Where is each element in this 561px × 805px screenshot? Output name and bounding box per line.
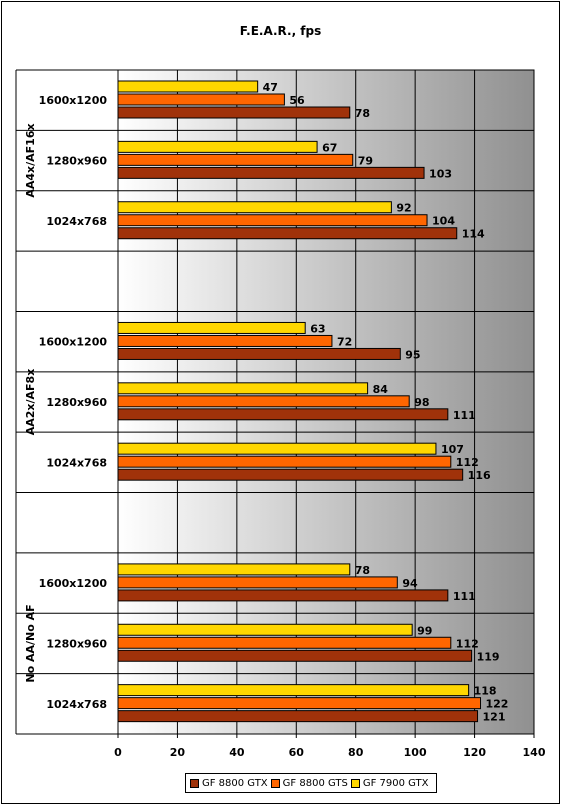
bar (117, 697, 482, 710)
bar (117, 623, 413, 636)
bar (117, 334, 333, 347)
legend-swatch (190, 778, 199, 788)
legend-label: GF 8800 GTX (202, 777, 268, 789)
category-label: 1280x960 (46, 637, 107, 650)
bar (117, 140, 318, 153)
bar (117, 93, 285, 106)
data-label: 63 (310, 322, 325, 335)
legend-swatch (350, 778, 360, 788)
bar (117, 684, 470, 697)
category-label: 1600x1200 (39, 336, 108, 349)
category-label: 1280x960 (46, 155, 107, 168)
data-label: 95 (405, 348, 420, 361)
category-label: 1024x768 (46, 456, 107, 469)
legend-item: GF 8800 GTS (270, 777, 348, 789)
bar (117, 80, 259, 93)
data-label: 67 (322, 141, 337, 154)
legend-label: GF 7900 GTX (362, 777, 429, 789)
bar (117, 153, 354, 166)
bar (117, 214, 428, 227)
data-label: 111 (453, 409, 476, 422)
category-label: 1600x1200 (39, 577, 108, 590)
x-tick-label: 140 (523, 746, 546, 759)
bar (117, 468, 464, 481)
chart-title: F.E.A.R., fps (239, 24, 322, 38)
category-label: 1280x960 (46, 396, 107, 409)
data-label: 119 (477, 650, 500, 663)
x-tick-label: 60 (289, 746, 305, 759)
data-label: 78 (355, 564, 370, 577)
legend-item: GF 7900 GTX (350, 777, 429, 789)
bar (117, 166, 425, 179)
data-label: 103 (429, 167, 452, 180)
legend-label: GF 8800 GTS (282, 777, 348, 789)
group-label: AA4x/AF16x (24, 123, 37, 197)
x-tick-label: 40 (229, 746, 245, 759)
data-label: 107 (441, 443, 464, 456)
data-label: 84 (373, 383, 389, 396)
data-label: 122 (486, 698, 509, 711)
category-label: 1024x768 (46, 215, 107, 228)
bar (117, 455, 452, 468)
x-tick-label: 20 (170, 746, 186, 759)
bar (117, 382, 369, 395)
chart-legend: GF 8800 GTX GF 8800 GTS GF 7900 GTX (185, 773, 437, 793)
data-label: 112 (456, 456, 479, 469)
legend-item: GF 8800 GTX (190, 778, 268, 789)
bar (117, 347, 401, 360)
legend-swatch (270, 778, 280, 788)
bar (117, 442, 437, 455)
group-label: No AA/No AF (24, 604, 37, 682)
bar (117, 710, 479, 723)
bar (117, 106, 351, 119)
x-tick-label: 80 (348, 746, 364, 759)
x-tick-label: 0 (114, 746, 122, 759)
data-label: 118 (474, 685, 497, 698)
data-label: 104 (432, 215, 455, 228)
category-label: 1600x1200 (39, 94, 108, 107)
bar (117, 201, 392, 214)
data-label: 98 (414, 396, 429, 409)
category-label: 1024x768 (46, 698, 107, 711)
data-label: 112 (456, 637, 479, 650)
data-label: 47 (263, 81, 278, 94)
x-tick-label: 100 (404, 746, 427, 759)
data-label: 92 (396, 202, 411, 215)
bar (117, 589, 449, 602)
data-label: 56 (289, 94, 305, 107)
bar (117, 563, 351, 576)
data-label: 79 (358, 154, 373, 167)
bar (117, 576, 398, 589)
data-label: 94 (402, 577, 418, 590)
data-label: 121 (483, 711, 506, 724)
data-label: 114 (462, 228, 485, 241)
bar (117, 227, 458, 240)
data-label: 78 (355, 107, 370, 120)
x-tick-label: 120 (463, 746, 486, 759)
data-label: 99 (417, 624, 432, 637)
bar (117, 408, 449, 421)
bar (117, 649, 473, 662)
data-label: 111 (453, 590, 476, 603)
group-label: AA2x/AF8x (24, 369, 37, 436)
data-label: 72 (337, 335, 352, 348)
bar (117, 636, 452, 649)
bar (117, 395, 410, 408)
bar (117, 321, 306, 334)
data-label: 116 (468, 469, 491, 482)
